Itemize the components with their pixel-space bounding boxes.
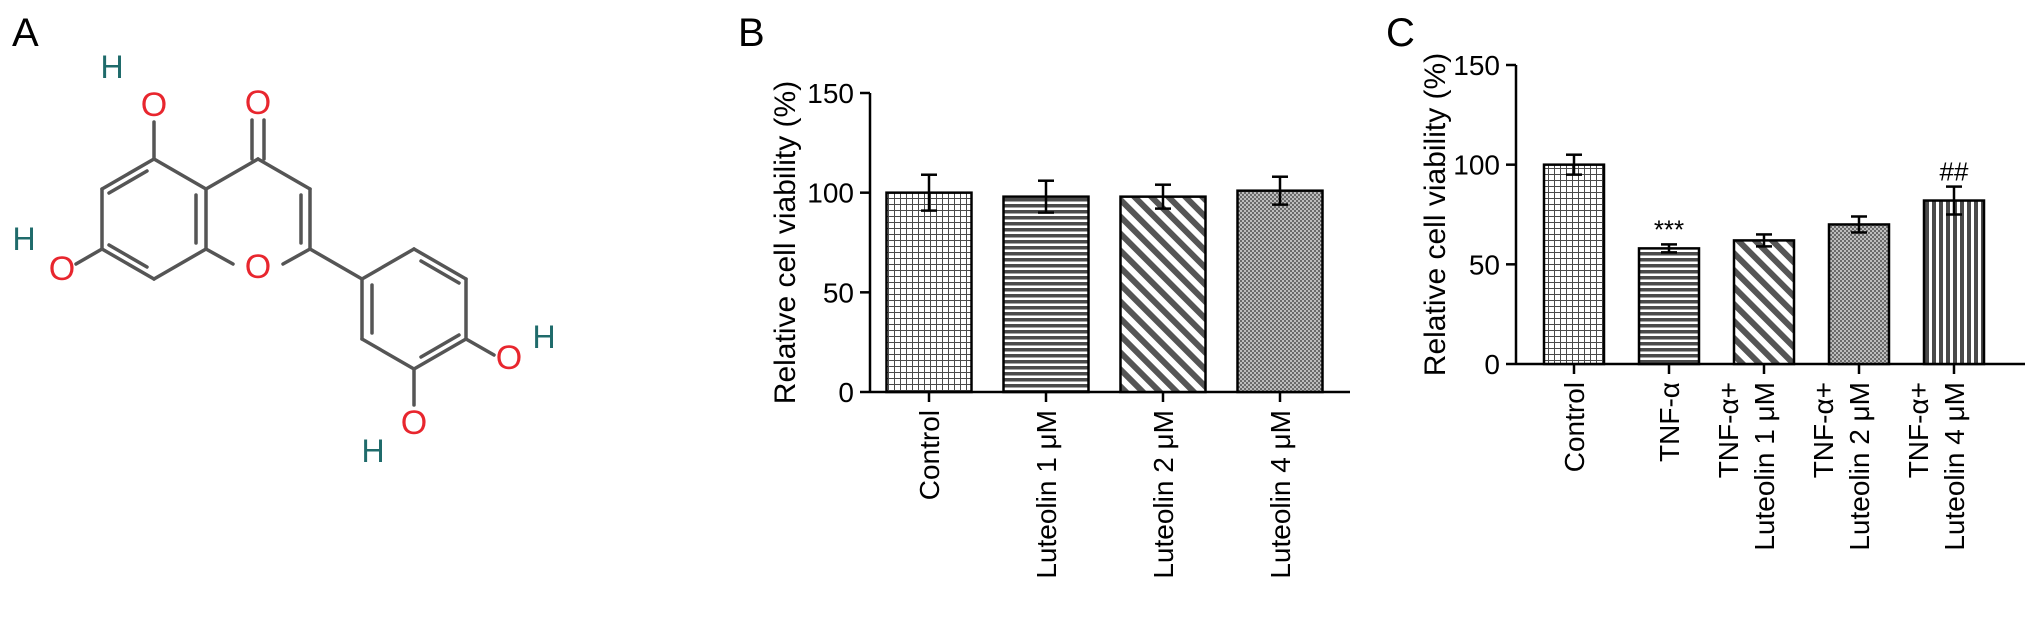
y-axis-label: Relative cell viability (%) (769, 81, 802, 404)
atom-symbol: O (49, 250, 75, 288)
bond-lines (74, 118, 496, 407)
atom-symbol: O (496, 339, 522, 377)
atom-symbol: O (141, 86, 167, 124)
bar (1236, 189, 1324, 394)
atom-symbol: H (532, 319, 555, 355)
x-tick-label: Control (914, 410, 945, 500)
bar (1119, 195, 1207, 394)
significance-label: *** (1654, 214, 1684, 244)
atom-symbol: O (245, 248, 271, 286)
bar (1922, 199, 1986, 366)
x-tick-label: TNF-α+ (1713, 382, 1744, 478)
y-tick-label: 150 (807, 78, 854, 109)
y-tick-label: 150 (1453, 50, 1500, 81)
x-tick-label: Luteolin 2 μM (1844, 382, 1875, 551)
x-tick-label: Luteolin 1 μM (1031, 410, 1062, 579)
bar (1542, 163, 1606, 366)
bar (1827, 223, 1891, 366)
panel-letter-a: A (12, 11, 39, 55)
x-tick-label: Luteolin 1 μM (1749, 382, 1780, 551)
x-tick-label: TNF-α+ (1903, 382, 1934, 478)
x-tick-label: TNF-α+ (1808, 382, 1839, 478)
x-tick-label: Control (1559, 382, 1590, 472)
atom-symbol: H (12, 221, 35, 257)
atom-symbol: O (245, 84, 271, 122)
significance-label: ## (1940, 157, 1969, 187)
panel-letter-c: C (1386, 11, 1415, 55)
y-tick-label: 100 (807, 178, 854, 209)
bar (1732, 239, 1796, 366)
y-tick-label: 100 (1453, 150, 1500, 181)
bar (1637, 247, 1701, 366)
y-tick-label: 50 (1469, 249, 1500, 280)
x-tick-label: Luteolin 4 μM (1265, 410, 1296, 579)
atom-symbol: H (100, 49, 123, 85)
x-tick-label: Luteolin 4 μM (1939, 382, 1970, 551)
y-tick-label: 50 (823, 277, 854, 308)
panel-letter-b: B (738, 11, 765, 55)
bar (1002, 195, 1090, 394)
bar (885, 191, 973, 394)
y-axis-label: Relative cell viability (%) (1419, 53, 1452, 376)
atom-symbol: H (361, 433, 384, 469)
luteolin-structure: O O O O O O H H H H (12, 49, 555, 469)
y-tick-label: 0 (1484, 349, 1500, 380)
x-tick-label: Luteolin 2 μM (1148, 410, 1179, 579)
y-tick-label: 0 (838, 377, 854, 408)
x-tick-label: TNF-α (1654, 382, 1685, 462)
atom-symbol: O (401, 404, 427, 442)
